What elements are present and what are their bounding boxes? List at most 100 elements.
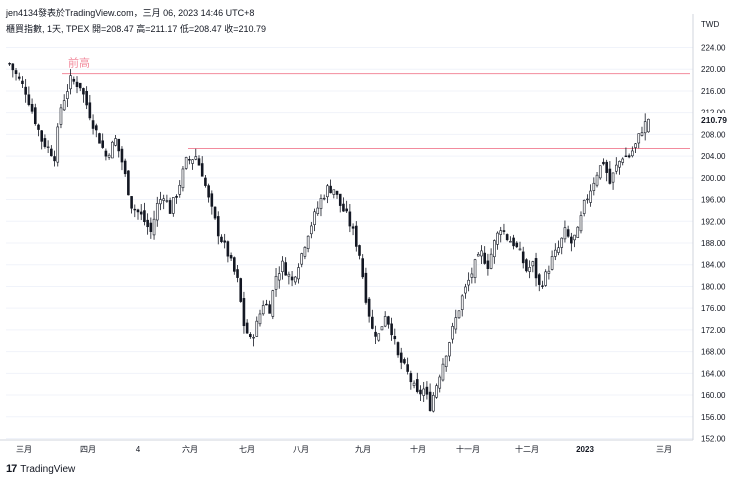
candle-body (624, 155, 628, 158)
candle-body (563, 227, 567, 240)
candle-body (255, 320, 259, 337)
candle-body (59, 107, 63, 125)
y-tick-label: 172.00 (701, 326, 726, 335)
y-tick-label: 200.00 (701, 174, 726, 183)
candle-body (573, 234, 576, 241)
candle-body (367, 298, 371, 317)
candle-body (94, 125, 98, 131)
candle-body (287, 273, 291, 277)
candle-body (525, 259, 528, 272)
candle-body (216, 216, 220, 237)
candle-body (236, 269, 239, 278)
y-tick-label: 216.00 (701, 87, 726, 96)
candle-body (261, 305, 265, 315)
candle-body (133, 208, 137, 211)
candle-body (82, 88, 85, 95)
candle-body (249, 334, 252, 338)
candle-body (432, 395, 435, 412)
candle-body (69, 75, 72, 90)
candle-body (229, 255, 233, 259)
candle-body (165, 200, 169, 202)
tradingview-logo-icon: 17 (6, 463, 17, 475)
candle-body (544, 271, 547, 286)
candle-body (33, 107, 37, 125)
candle-body (550, 256, 554, 270)
candle-body (50, 148, 53, 157)
x-tick-label: 八月 (293, 445, 309, 454)
candle-body (271, 290, 275, 317)
candle-body (175, 195, 178, 198)
y-tick-label: 220.00 (701, 65, 726, 74)
y-tick-label: 152.00 (701, 435, 726, 444)
candle-body (380, 326, 384, 331)
candle-body (319, 198, 323, 209)
candles (8, 62, 650, 413)
candle-body (338, 193, 342, 206)
candle-body (637, 133, 641, 144)
candle-body (554, 249, 557, 257)
candle-body (473, 259, 477, 279)
candle-body (149, 222, 153, 232)
candle-body (643, 121, 647, 134)
candle-body (457, 310, 461, 319)
candle-body (200, 163, 204, 177)
y-tick-label: 168.00 (701, 348, 726, 357)
candle-body (608, 168, 612, 184)
publish-info: jen4134發表於TradingView.com，三月 06, 2023 14… (6, 8, 255, 18)
candle-body (634, 143, 637, 148)
candle-body (454, 317, 458, 330)
candle-body (21, 80, 24, 85)
candle-body (53, 156, 56, 162)
candle-body (306, 235, 310, 249)
candle-body (441, 363, 445, 381)
candle-body (547, 270, 551, 274)
candle-body (348, 211, 352, 227)
y-tick-label: 180.00 (701, 282, 726, 291)
candle-body (329, 185, 332, 194)
candle-body (191, 159, 194, 164)
candle-body (444, 355, 448, 368)
tradingview-brand: TradingView (20, 463, 76, 475)
candle-body (101, 140, 104, 148)
candle-body (290, 276, 294, 281)
candle-body (284, 262, 287, 276)
candle-body (178, 184, 182, 195)
candle-body (502, 230, 506, 232)
candle-body (358, 245, 361, 256)
candle-body (303, 247, 307, 257)
candle-body (66, 91, 69, 99)
candle-body (560, 237, 564, 248)
candle-body (480, 250, 483, 257)
candle-body (451, 326, 454, 340)
candle-body (136, 209, 140, 213)
candle-body (194, 156, 198, 160)
y-tick-label: 164.00 (701, 369, 726, 378)
candle-body (476, 254, 480, 257)
candle-body (107, 154, 111, 158)
candle-body (78, 82, 82, 89)
candle-body (521, 251, 525, 264)
candle-body (486, 260, 490, 269)
candle-body (393, 335, 397, 340)
candle-body (242, 298, 246, 327)
candle-body (313, 211, 316, 225)
candle-body (377, 333, 381, 341)
candle-body (483, 252, 486, 264)
candle-body (46, 146, 50, 148)
candle-body (541, 285, 544, 287)
candle-body (143, 210, 146, 223)
candle-body (127, 170, 130, 196)
candle-body (297, 267, 300, 280)
candle-body (419, 389, 422, 395)
candle-body (268, 304, 271, 314)
x-tick-label: 十一月 (456, 444, 480, 454)
candle-body (14, 70, 18, 75)
candle-body (361, 258, 365, 278)
candle-body (56, 126, 60, 163)
time-axis[interactable]: 三月 四月 4 六月 七月 八月 九月 十月 十一月 十二月 2023 三月 (16, 444, 672, 454)
footer-brand[interactable]: 17 TradingView (6, 463, 75, 475)
candle-body (11, 63, 15, 71)
candle-body (85, 90, 88, 106)
